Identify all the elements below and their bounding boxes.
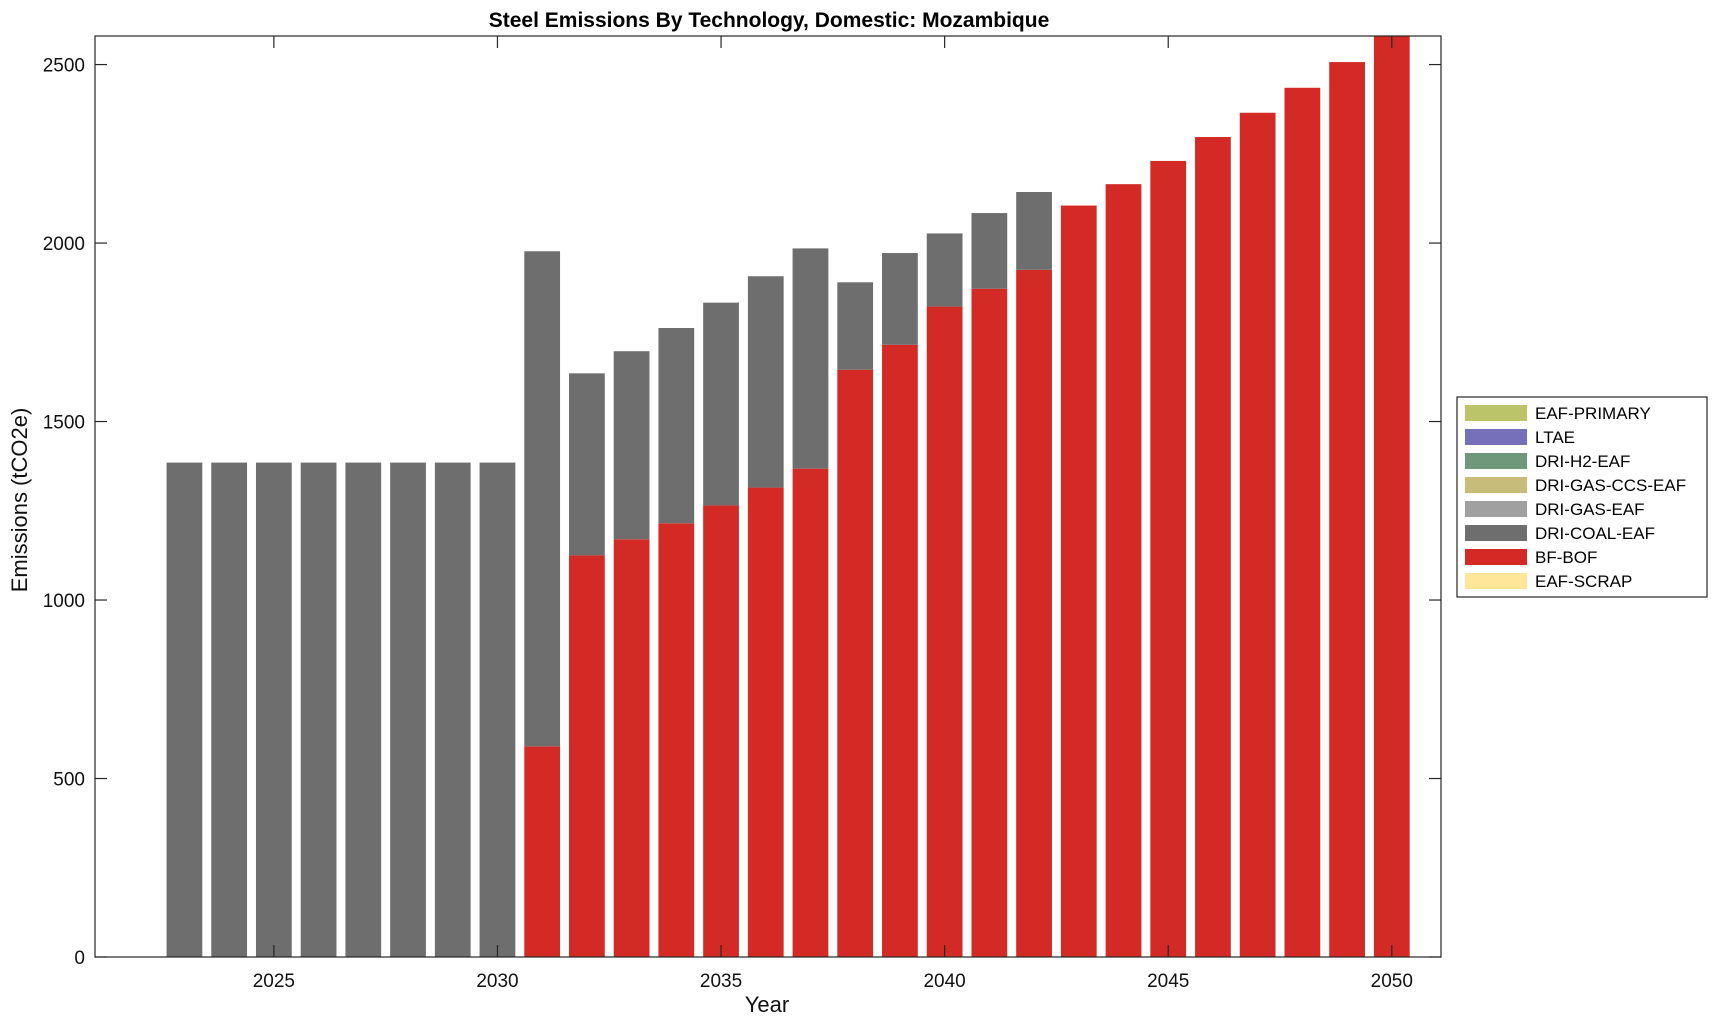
- legend-label-dri-coal-eaf: DRI-COAL-EAF: [1535, 524, 1655, 543]
- bar-dri-coal-eaf-2028: [390, 462, 426, 957]
- y-tick-label: 0: [74, 948, 85, 969]
- bar-bf-bof-2050: [1373, 36, 1410, 957]
- legend-swatch-dri-h2-eaf: [1465, 453, 1527, 469]
- bar-dri-coal-eaf-2041: [971, 213, 1008, 289]
- bar-bf-bof-2041: [971, 288, 1008, 957]
- legend-swatch-ltae: [1465, 429, 1527, 445]
- legend: EAF-PRIMARY LTAE DRI-H2-EAF DRI-GAS-CCS-EAF…: [1456, 396, 1708, 598]
- legend-label-eaf-scrap: EAF-SCRAP: [1535, 572, 1632, 591]
- y-tick-label: 500: [53, 770, 85, 791]
- bar-bf-bof-2037: [792, 468, 829, 957]
- bar-dri-coal-eaf-2035: [703, 302, 739, 506]
- legend-box: [1456, 396, 1708, 598]
- bar-bf-bof-2031: [524, 746, 561, 957]
- bar-dri-coal-eaf-2036: [747, 276, 784, 488]
- x-tick-label: 2030: [476, 971, 518, 992]
- legend-swatch-eaf-scrap: [1465, 573, 1527, 589]
- legend-swatch-eaf-primary: [1465, 405, 1527, 421]
- bar-dri-coal-eaf-2033: [613, 351, 650, 540]
- x-tick-label: 2035: [700, 971, 742, 992]
- legend-label-eaf-primary: EAF-PRIMARY: [1535, 404, 1651, 423]
- legend-label-dri-gas-ccs-eaf: DRI-GAS-CCS-EAF: [1535, 476, 1686, 495]
- legend-swatch-dri-gas-ccs-eaf: [1465, 477, 1527, 493]
- bar-bf-bof-2048: [1284, 87, 1321, 957]
- bar-dri-coal-eaf-2023: [166, 462, 203, 957]
- bar-bf-bof-2043: [1060, 205, 1097, 957]
- bar-dri-coal-eaf-2038: [837, 282, 874, 370]
- x-axis-label: Year: [745, 992, 789, 1017]
- bar-dri-coal-eaf-2040: [926, 233, 963, 307]
- bar-bf-bof-2040: [926, 306, 963, 958]
- bar-dri-coal-eaf-2037: [792, 248, 829, 469]
- bar-dri-coal-eaf-2039: [882, 253, 918, 345]
- bar-bf-bof-2049: [1329, 62, 1365, 958]
- y-tick-label: 1500: [43, 413, 85, 434]
- bar-bf-bof-2035: [703, 505, 739, 957]
- bar-bf-bof-2042: [1016, 269, 1052, 957]
- legend-swatch-bf-bof: [1465, 549, 1527, 565]
- bar-bf-bof-2034: [658, 523, 695, 957]
- x-tick-label: 2045: [1147, 971, 1189, 992]
- y-tick-label: 2000: [43, 234, 85, 255]
- legend-label-dri-gas-eaf: DRI-GAS-EAF: [1535, 500, 1645, 519]
- bar-dri-coal-eaf-2042: [1016, 192, 1052, 270]
- bar-dri-coal-eaf-2032: [569, 373, 605, 556]
- legend-label-bf-bof: BF-BOF: [1535, 548, 1597, 567]
- legend-label-ltae: LTAE: [1535, 428, 1575, 447]
- legend-label-dri-h2-eaf: DRI-H2-EAF: [1535, 452, 1630, 471]
- bar-dri-coal-eaf-2031: [524, 251, 561, 747]
- plot-area: 2025 2030 2035 2040 2045 2050 0 500 1000 1500 2000…: [43, 35, 1442, 992]
- x-tick-label: 2025: [253, 971, 295, 992]
- bar-bf-bof-2044: [1105, 184, 1142, 957]
- bar-dri-coal-eaf-2025: [255, 462, 292, 957]
- x-tick-label: 2040: [923, 971, 965, 992]
- y-tick-label: 1000: [43, 591, 85, 612]
- bar-bf-bof-2045: [1150, 160, 1187, 957]
- bar-bf-bof-2038: [837, 369, 874, 957]
- bar-dri-coal-eaf-2029: [434, 462, 471, 957]
- x-tick-label: 2050: [1371, 971, 1413, 992]
- y-axis-label: Emissions (tCO2e): [7, 408, 32, 593]
- bar-bf-bof-2036: [747, 487, 784, 957]
- legend-swatch-dri-gas-eaf: [1465, 501, 1527, 517]
- axes-box: [94, 35, 1442, 958]
- bar-dri-coal-eaf-2030: [479, 462, 516, 957]
- bar-bf-bof-2032: [569, 555, 605, 957]
- bar-dri-coal-eaf-2024: [211, 462, 248, 957]
- chart-title: Steel Emissions By Technology, Domestic:…: [489, 9, 1050, 32]
- bar-bf-bof-2039: [882, 344, 918, 957]
- bar-bf-bof-2046: [1195, 137, 1231, 957]
- bar-dri-coal-eaf-2027: [345, 462, 382, 957]
- y-tick-label: 2500: [43, 56, 85, 77]
- bar-bf-bof-2047: [1239, 112, 1276, 957]
- bar-bf-bof-2033: [613, 539, 650, 957]
- bar-dri-coal-eaf-2026: [300, 462, 337, 957]
- bar-dri-coal-eaf-2034: [658, 328, 695, 524]
- legend-swatch-dri-coal-eaf: [1465, 525, 1527, 541]
